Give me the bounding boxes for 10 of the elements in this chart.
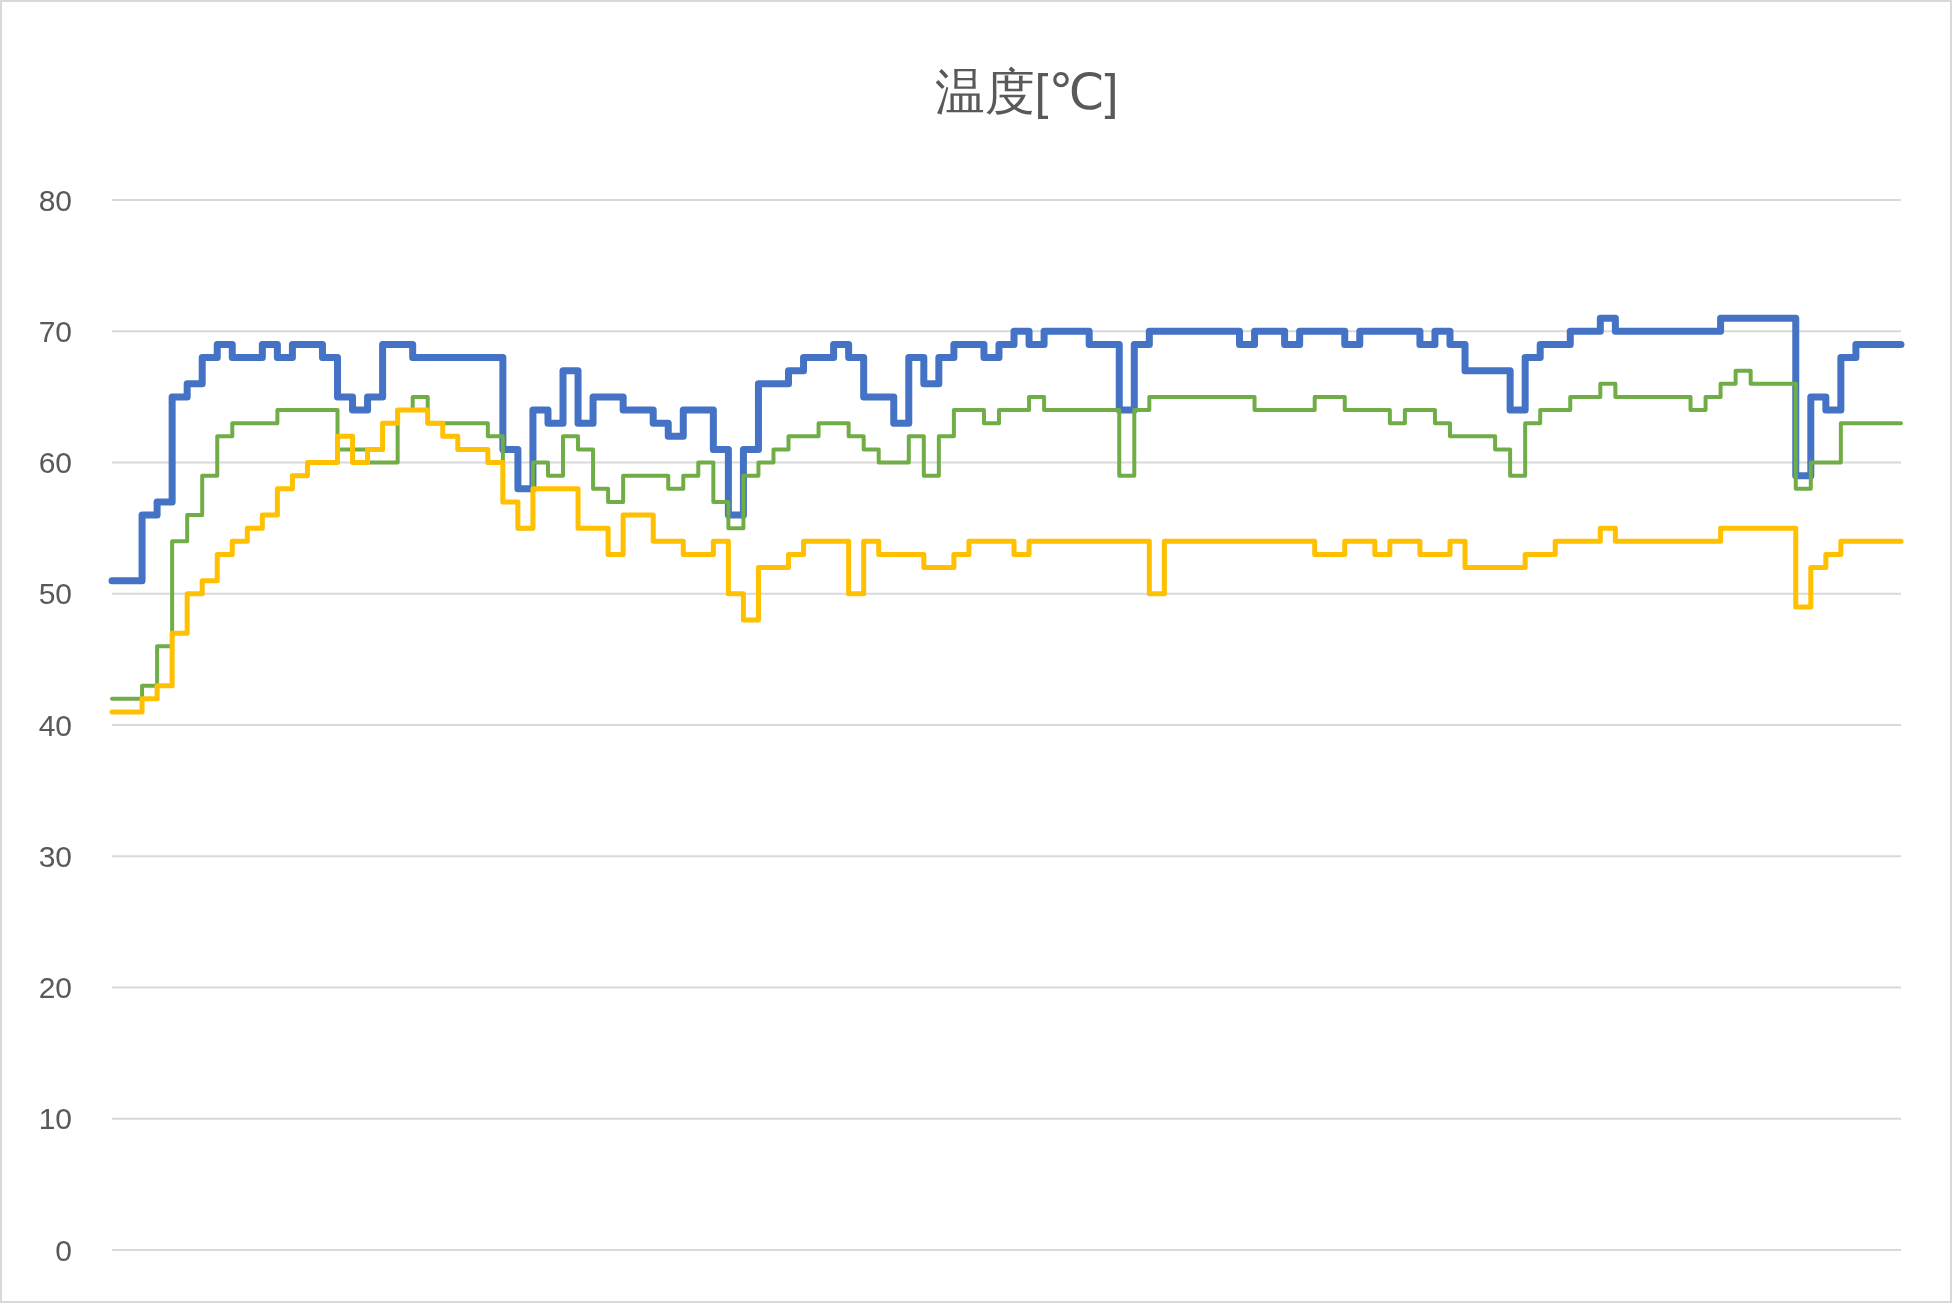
y-tick-label: 80 [38, 183, 72, 217]
y-tick-label: 30 [38, 839, 72, 873]
y-tick-label: 20 [38, 971, 72, 1004]
y-tick-label: 40 [38, 708, 72, 742]
y-tick-label: 70 [38, 314, 72, 348]
chart-title: 温度[℃] [934, 64, 1119, 120]
y-tick-label: 0 [55, 1233, 72, 1267]
y-tick-label: 50 [38, 577, 72, 611]
y-tick-label: 60 [38, 446, 72, 479]
y-tick-label: 10 [38, 1102, 72, 1136]
